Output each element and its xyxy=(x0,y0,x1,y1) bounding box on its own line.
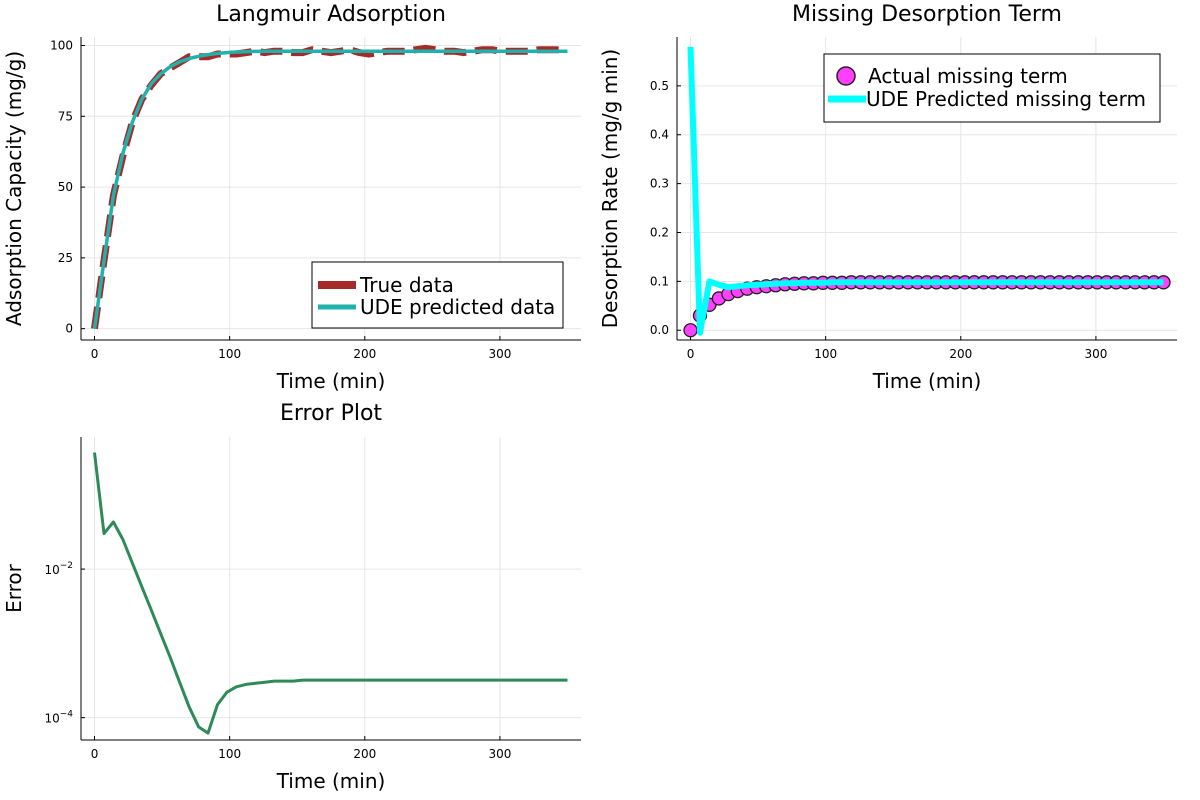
y-tick-label: 0.0 xyxy=(650,323,669,337)
y-axis-label: Desorption Rate (mg/g min) xyxy=(598,49,622,328)
x-tick-label: 0 xyxy=(91,747,99,761)
x-axis-label: Time (min) xyxy=(276,369,386,393)
legend-label-ude: UDE Predicted missing term xyxy=(866,87,1146,111)
x-tick-label: 200 xyxy=(353,747,376,761)
y-tick-label: 100 xyxy=(50,38,73,52)
y-axis-label: Adsorption Capacity (mg/g) xyxy=(2,51,26,326)
x-tick-label: 0 xyxy=(91,347,99,361)
legend-box xyxy=(823,53,1161,123)
ude-missing-term-line xyxy=(687,46,1164,336)
plot-area xyxy=(683,46,1171,338)
y-tick-label: 0.2 xyxy=(650,225,669,239)
y-tick-label: 0.3 xyxy=(650,177,669,191)
y-tick-label: 0 xyxy=(65,322,73,336)
x-tick-label: 100 xyxy=(814,347,837,361)
y-tick-exponent: −4 xyxy=(60,710,74,720)
chart-title: Error Plot xyxy=(280,401,382,426)
legend-label-ude: UDE predicted data xyxy=(360,295,555,319)
y-axis-label: Error xyxy=(2,563,26,613)
x-tick-label: 300 xyxy=(1084,347,1107,361)
actual-term-point xyxy=(683,323,698,338)
x-tick-label: 100 xyxy=(218,747,241,761)
y-tick-label: 25 xyxy=(58,251,73,265)
legend-swatch-actual xyxy=(836,66,856,86)
x-tick-label: 200 xyxy=(353,347,376,361)
legend-box xyxy=(311,261,564,329)
x-axis-label: Time (min) xyxy=(276,769,386,793)
y-tick-label: 50 xyxy=(58,180,73,194)
y-tick-label: 0.1 xyxy=(650,274,669,288)
missing-desorption-panel: 0 100 200 300 0.0 0.1 0.2 0.3 0.4 0.5 Missing Deso… xyxy=(598,2,1177,393)
y-tick-label: 0.5 xyxy=(650,79,669,93)
y-tick-exponent: −2 xyxy=(60,561,73,571)
x-tick-label: 100 xyxy=(218,347,241,361)
chart-title: Missing Desorption Term xyxy=(792,2,1062,27)
x-axis-label: Time (min) xyxy=(872,369,982,393)
ude-predicted-line xyxy=(92,49,568,329)
y-tick-label: 10−2 xyxy=(44,561,73,577)
x-tick-label: 200 xyxy=(949,347,972,361)
error-line xyxy=(93,452,568,735)
y-tick-label: 75 xyxy=(58,109,73,123)
langmuir-adsorption-panel: 0 100 200 300 0 25 50 75 100 Langmuir Adsorption T… xyxy=(2,2,581,393)
plot-area xyxy=(91,44,568,330)
y-tick-label: 0.4 xyxy=(650,128,669,142)
legend-label-actual: Actual missing term xyxy=(868,64,1068,88)
x-tick-label: 300 xyxy=(488,347,511,361)
chart-title: Langmuir Adsorption xyxy=(216,2,446,27)
plot-area xyxy=(93,452,568,735)
y-tick-label: 10−4 xyxy=(44,710,73,726)
legend-label-true-data: True data xyxy=(359,273,454,297)
y-tick-base: 10 xyxy=(44,563,59,577)
x-tick-label: 300 xyxy=(488,747,511,761)
x-tick-label: 0 xyxy=(687,347,695,361)
y-tick-base: 10 xyxy=(44,712,59,726)
